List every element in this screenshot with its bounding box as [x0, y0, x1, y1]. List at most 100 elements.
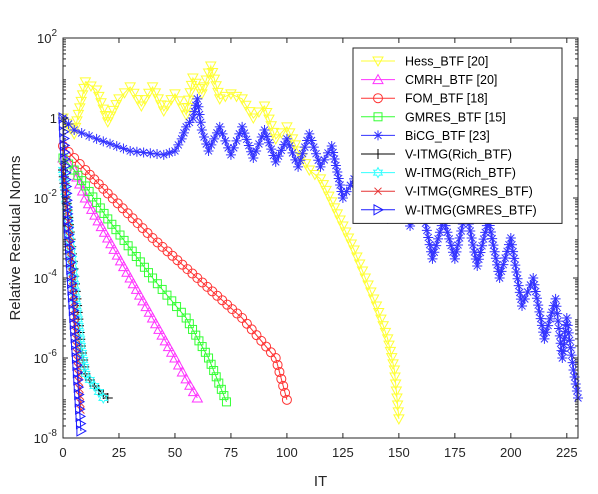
- data-point: [90, 85, 103, 97]
- data-point: [75, 417, 87, 430]
- data-point: [93, 385, 105, 399]
- data-point: [365, 287, 377, 299]
- data-point: [320, 185, 332, 197]
- data-point: [381, 334, 394, 345]
- data-point: [76, 127, 87, 138]
- data-point: [339, 227, 352, 239]
- legend-label: V-ITMG(Rich_BTF): [405, 148, 512, 162]
- data-point: [121, 266, 133, 277]
- data-point: [558, 346, 569, 357]
- data-point: [60, 160, 72, 172]
- data-point: [142, 88, 155, 100]
- legend-label: W-ITMG(Rich_BTF): [405, 166, 516, 180]
- data-point: [276, 145, 287, 156]
- data-point: [348, 245, 360, 257]
- data-point: [176, 307, 186, 317]
- data-point: [539, 333, 550, 344]
- data-point: [256, 132, 267, 143]
- data-point: [384, 346, 397, 358]
- data-point: [197, 342, 207, 352]
- data-point: [208, 74, 221, 86]
- data-point: [118, 143, 129, 154]
- data-point: [65, 249, 76, 262]
- data-point: [319, 154, 330, 165]
- data-point: [423, 232, 434, 243]
- data-point: [149, 88, 162, 99]
- data-point: [536, 320, 547, 331]
- data-point: [201, 138, 212, 149]
- data-point: [176, 365, 189, 377]
- legend-entry-w-itmg-gmres-btf: W-ITMG(GMRES_BTF): [361, 203, 537, 217]
- data-point: [70, 331, 82, 344]
- data-point: [362, 280, 374, 292]
- data-point: [156, 329, 169, 340]
- data-point: [128, 88, 140, 100]
- x-tick-label: 25: [112, 445, 126, 460]
- data-point: [138, 147, 149, 158]
- data-point: [377, 321, 390, 332]
- data-point: [553, 316, 564, 327]
- legend-entry-bicg-btf-23: BiCG_BTF [23]: [361, 129, 490, 143]
- series-gmres-btf-15: [58, 153, 231, 407]
- data-point: [236, 94, 248, 105]
- data-point: [528, 273, 539, 283]
- data-point: [164, 147, 175, 158]
- data-point: [561, 319, 572, 330]
- data-point: [264, 137, 274, 148]
- data-point: [95, 98, 107, 109]
- data-point: [276, 373, 287, 384]
- data-point: [326, 140, 337, 151]
- data-point: [167, 296, 177, 306]
- data-point: [311, 148, 322, 159]
- data-point: [225, 149, 236, 160]
- data-point: [272, 359, 283, 370]
- data-point: [206, 359, 216, 369]
- data-point: [315, 161, 326, 172]
- data-point: [554, 330, 565, 341]
- data-point: [148, 273, 158, 283]
- data-point: [69, 318, 81, 330]
- data-point: [269, 134, 282, 145]
- data-point: [556, 345, 567, 356]
- data-point: [133, 289, 146, 300]
- data-point: [500, 253, 511, 263]
- data-point: [199, 132, 210, 143]
- data-point: [440, 220, 451, 231]
- data-point: [74, 388, 85, 401]
- data-point: [337, 221, 349, 232]
- data-point: [317, 180, 330, 191]
- data-point: [85, 203, 98, 214]
- data-point: [328, 147, 339, 158]
- data-point: [279, 139, 290, 150]
- data-point: [385, 353, 398, 364]
- data-point: [190, 100, 201, 111]
- data-point: [172, 358, 185, 370]
- x-tick-label: 225: [556, 445, 578, 460]
- data-point: [64, 228, 75, 241]
- data-point: [195, 117, 206, 128]
- data-point: [308, 142, 319, 153]
- data-point: [131, 95, 144, 106]
- data-point: [165, 346, 178, 357]
- data-point: [110, 100, 123, 111]
- data-point: [176, 133, 187, 144]
- legend-entry-cmrh-btf-20: CMRH_BTF [20]: [361, 73, 497, 87]
- data-point: [512, 273, 523, 284]
- data-point: [535, 313, 546, 324]
- data-point: [571, 386, 582, 397]
- data-point: [146, 311, 159, 323]
- data-point: [72, 359, 83, 372]
- data-point: [111, 249, 124, 260]
- y-tick-label: 10-6: [34, 348, 58, 366]
- data-point: [66, 263, 77, 276]
- legend-marker: [373, 112, 383, 122]
- data-point: [157, 284, 167, 294]
- data-point: [61, 180, 73, 193]
- data-point: [545, 313, 556, 324]
- data-point: [190, 78, 202, 90]
- data-point: [454, 232, 465, 243]
- data-point: [191, 330, 201, 340]
- data-point: [393, 414, 405, 425]
- data-point: [131, 146, 142, 157]
- data-point: [140, 300, 153, 312]
